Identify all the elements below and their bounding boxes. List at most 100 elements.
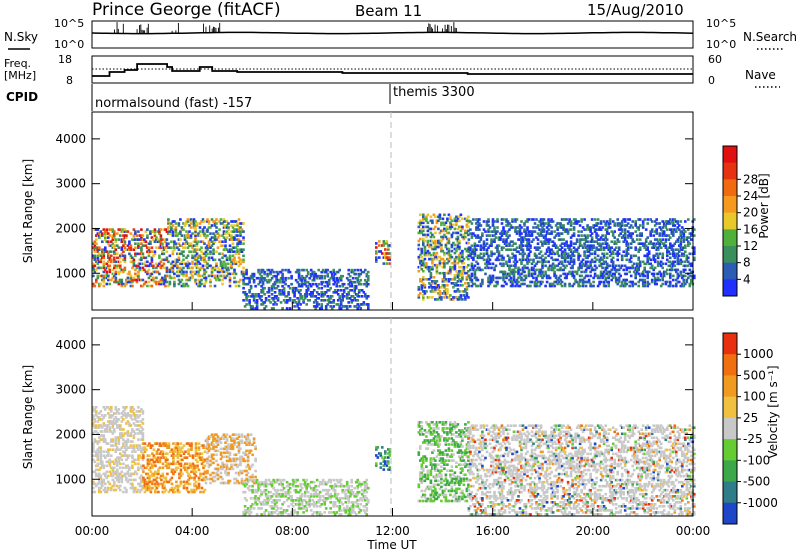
- power-cell-21: [93, 244, 97, 247]
- power-cell-1103: [242, 286, 245, 290]
- velocity-cell-351: [125, 478, 128, 482]
- power-cell-64: [101, 278, 104, 282]
- power-cell-2882: [548, 220, 552, 223]
- velocity-cell-697: [170, 482, 174, 486]
- power-cell-2062: [452, 282, 455, 285]
- power-cell-3375: [608, 264, 612, 268]
- power-cell-955: [224, 246, 227, 249]
- power-cell-3619: [641, 242, 645, 245]
- power-cell-2617: [518, 238, 522, 241]
- power-cell-3248: [593, 230, 597, 233]
- velocity-cell-225: [113, 480, 116, 484]
- power-cell-3929: [681, 260, 684, 264]
- power-colorbar-label-1: 8: [743, 256, 751, 270]
- power-cell-29: [95, 246, 98, 249]
- power-cell-3649: [646, 274, 649, 278]
- power-cell-1805: [425, 235, 428, 239]
- velocity-cell-832: [193, 476, 196, 480]
- velocity-cell-811: [190, 490, 193, 494]
- power-cell-505: [165, 242, 169, 245]
- power-cell-3415: [613, 222, 616, 225]
- power-cell-1530: [336, 299, 340, 302]
- power-cell-1603: [353, 297, 356, 300]
- power-cell-2358: [485, 242, 489, 245]
- velocity-cell-35: [95, 468, 98, 472]
- velocity-cell-788: [185, 468, 189, 472]
- power-cell-9: [92, 246, 95, 249]
- power-cell-740: [195, 260, 199, 264]
- power-cell-771: [198, 230, 202, 233]
- velocity-cell-721: [173, 448, 177, 451]
- power-cell-3705: [653, 254, 657, 258]
- power-cell-2840: [544, 240, 547, 243]
- power-cell-406: [150, 256, 154, 260]
- power-cell-315: [137, 276, 140, 280]
- power-cell-878: [213, 274, 217, 278]
- power-cell-1718: [417, 269, 421, 273]
- power-colorbar-swatch-3: [723, 196, 737, 214]
- power-cell-844: [209, 284, 212, 288]
- velocity-cell-135: [104, 482, 107, 486]
- power-cell-650: [185, 256, 188, 260]
- velocity-cell-766: [181, 472, 184, 476]
- velocity-cell-255: [116, 478, 119, 482]
- power-cell-1779: [422, 219, 425, 223]
- power-cell-3858: [672, 222, 675, 225]
- power-cell-1820: [426, 229, 430, 233]
- power-cell-2990: [562, 218, 565, 221]
- velocity-cell-34: [95, 472, 98, 476]
- power-cell-51: [98, 248, 101, 251]
- power-cell-2727: [530, 232, 534, 235]
- power-cell-1547: [339, 289, 343, 292]
- velocity-cell-630: [157, 448, 160, 451]
- power-cell-39: [96, 256, 100, 260]
- power-cell-3741: [658, 244, 661, 247]
- power-cell-3615: [641, 272, 645, 276]
- power-cell-929: [221, 264, 224, 268]
- velocity-cell-680: [166, 452, 169, 455]
- power-cell-2844: [544, 222, 547, 225]
- power-cell-3269: [596, 242, 600, 245]
- velocity-cell-118: [102, 478, 106, 482]
- power-cell-1136: [249, 295, 253, 298]
- velocity-cell-669: [164, 458, 168, 462]
- power-cell-2348: [484, 262, 487, 266]
- power-cell-3831: [669, 218, 672, 221]
- power-cell-168: [114, 280, 118, 284]
- power-cell-3050: [569, 236, 573, 239]
- power-cell-1684: [379, 250, 383, 253]
- power-cell-400: [150, 284, 154, 288]
- power-cell-2280: [473, 234, 477, 237]
- power-cell-3376: [608, 254, 612, 258]
- power-cell-2771: [536, 232, 540, 235]
- power-cell-3139: [581, 280, 585, 284]
- velocity-cell-755: [179, 480, 183, 484]
- power-cell-265: [128, 240, 131, 243]
- power-cell-1862: [431, 257, 434, 261]
- power-cell-2968: [560, 256, 564, 260]
- power-cell-881: [213, 258, 217, 262]
- velocity-cell-335: [122, 406, 125, 409]
- power-cell-710: [192, 222, 196, 225]
- power-cell-3589: [637, 228, 640, 231]
- velocity-cell-480: [138, 490, 142, 494]
- power-cell-822: [204, 230, 208, 233]
- power-cell-828: [206, 244, 209, 247]
- velocity-cell-533: [142, 442, 145, 445]
- power-cell-2893: [550, 230, 553, 233]
- power-cell-2794: [539, 240, 543, 243]
- velocity-cell-434: [132, 436, 136, 439]
- power-cell-1158: [254, 293, 257, 296]
- power-cell-1469: [323, 276, 326, 280]
- power-cell-824: [206, 262, 209, 266]
- power-cell-1827: [428, 278, 431, 281]
- power-cell-2477: [502, 276, 505, 280]
- power-cell-192: [117, 264, 121, 268]
- power-cell-1961: [441, 261, 445, 265]
- velocity-cell-678: [166, 462, 169, 466]
- power-cell-1231: [270, 289, 274, 292]
- power-cell-500: [165, 266, 169, 270]
- velocity-cell-813: [190, 476, 193, 480]
- power-cell-1643: [360, 295, 364, 298]
- power-cell-60: [99, 258, 103, 262]
